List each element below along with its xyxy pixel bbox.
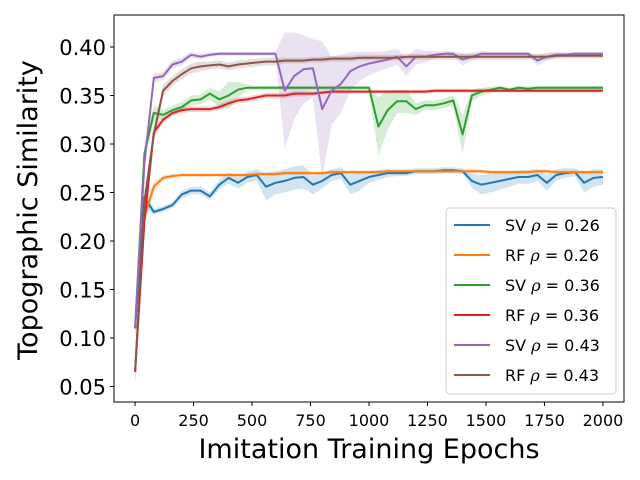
- y-tick-label-5: 0.30: [59, 133, 106, 157]
- series-lines: [134, 52, 603, 372]
- x-tick-label-7: 1750: [524, 411, 565, 430]
- legend: SV ρ = 0.26 RF ρ = 0.26 SV ρ = 0.36 RF ρ = …: [445, 207, 617, 395]
- y-axis-title: Topographic Similarity: [13, 60, 44, 361]
- legend-label-6: RF ρ = 0.43: [505, 366, 599, 385]
- x-tick-label-5: 1250: [407, 411, 448, 430]
- y-tick-label-0: 0.05: [59, 375, 106, 399]
- y-axis: 0.05 0.10 0.15 0.20 0.25 0.30 0.35 0.40: [59, 36, 114, 399]
- legend-label-1: SV ρ = 0.26: [505, 216, 600, 235]
- y-tick-label-2: 0.15: [59, 278, 106, 302]
- x-axis-title: Imitation Training Epochs: [198, 434, 539, 465]
- x-tick-label-6: 1500: [466, 411, 507, 430]
- line-series-4: [134, 89, 603, 372]
- line-series-6: [134, 54, 603, 372]
- legend-label-4: RF ρ = 0.36: [505, 306, 599, 325]
- legend-label-5: SV ρ = 0.43: [505, 336, 600, 355]
- legend-label-2: RF ρ = 0.26: [505, 246, 599, 265]
- x-tick-label-1: 250: [178, 411, 209, 430]
- line-series-1: [134, 169, 603, 329]
- y-tick-label-1: 0.10: [59, 327, 106, 351]
- x-tick-label-2: 500: [237, 411, 268, 430]
- x-tick-label-0: 0: [130, 411, 140, 430]
- y-tick-label-6: 0.35: [59, 85, 106, 109]
- x-tick-label-4: 1000: [349, 411, 390, 430]
- y-tick-label-4: 0.25: [59, 181, 106, 205]
- x-tick-label-8: 2000: [583, 411, 624, 430]
- line-series-5: [134, 52, 603, 329]
- line-series-3: [134, 86, 603, 329]
- x-axis: 0 250 500 750 1000 1250 1500 1750 2000: [130, 402, 623, 430]
- legend-label-3: SV ρ = 0.36: [505, 276, 600, 295]
- x-tick-label-3: 750: [295, 411, 326, 430]
- line-series-2: [134, 170, 603, 372]
- y-tick-label-7: 0.40: [59, 36, 106, 60]
- band-series-5: [135, 32, 603, 338]
- y-tick-label-3: 0.20: [59, 230, 106, 254]
